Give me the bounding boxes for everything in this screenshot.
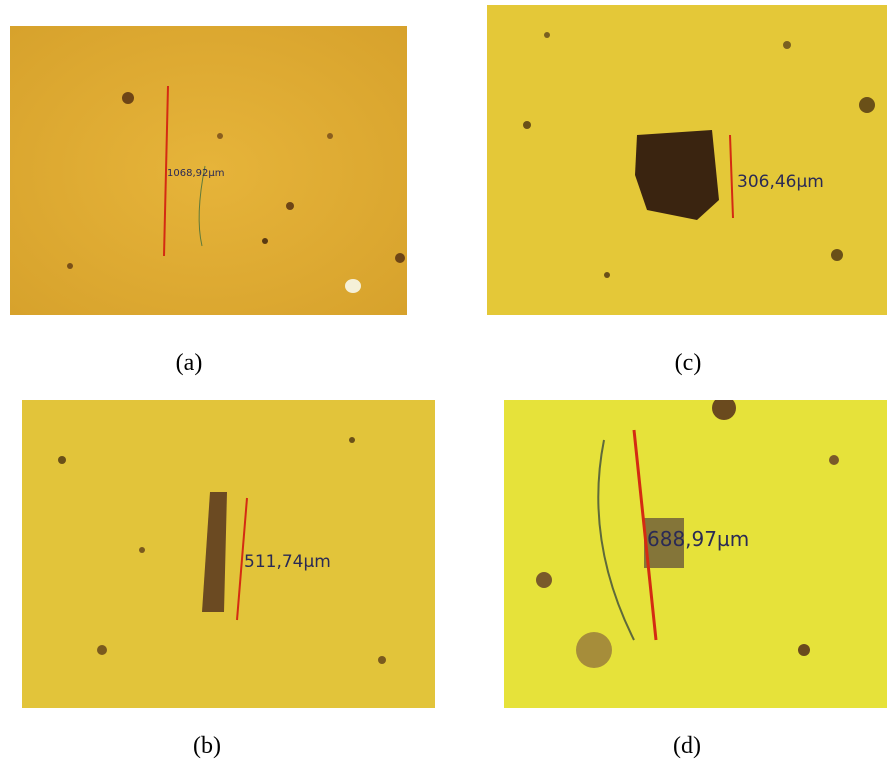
caption: (c) <box>648 350 728 377</box>
image: 1068,92µm <box>10 26 407 315</box>
measurement-label: 1068,92µm <box>167 168 224 179</box>
micrograph-d: 688,97µm <box>504 400 887 708</box>
micrograph-b: 511,74µm <box>22 400 435 708</box>
measurement-label: 511,74µm <box>244 552 331 572</box>
measurement-label: 306,46µm <box>737 172 824 192</box>
image: 306,46µm <box>487 5 887 315</box>
micrograph-c: 306,46µm <box>487 5 887 315</box>
image: 688,97µm <box>504 400 887 708</box>
figure: 1068,92µm (a) 306,46µm (c) <box>0 0 887 769</box>
measurement-label: 688,97µm <box>647 527 749 551</box>
image: 511,74µm <box>22 400 435 708</box>
micrograph-a: 1068,92µm <box>10 26 407 315</box>
caption: (a) <box>149 350 229 377</box>
caption: (d) <box>647 733 727 760</box>
caption: (b) <box>167 733 247 760</box>
